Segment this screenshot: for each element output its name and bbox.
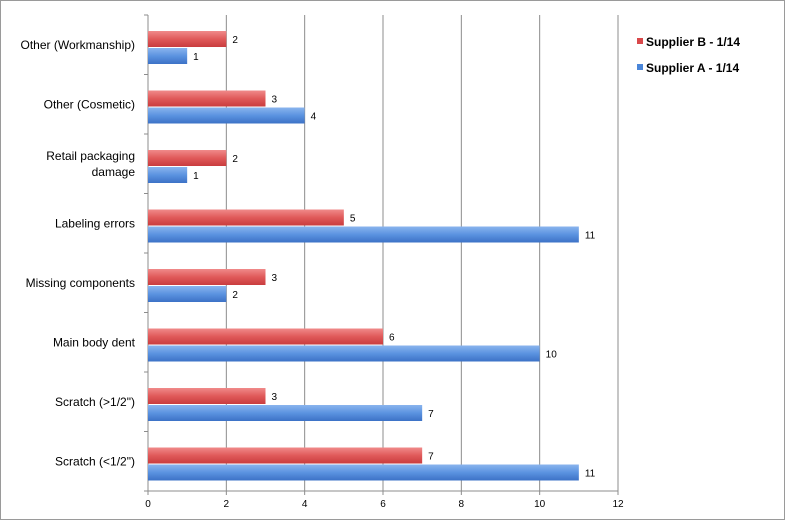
supplier-a-bar	[148, 345, 540, 362]
supplier-b-bar	[148, 90, 266, 107]
supplier-b-bar	[148, 269, 266, 285]
supplier-a-bar	[148, 286, 227, 302]
data-label: 11	[585, 231, 596, 242]
category-label: Other (Cosmetic)	[44, 97, 135, 111]
category-label: Other (Workmanship)	[21, 38, 135, 52]
data-label: 2	[232, 154, 238, 165]
supplier-a-bar	[148, 107, 305, 124]
legend-swatch	[637, 38, 643, 44]
data-label: 3	[272, 273, 278, 284]
data-label: 5	[350, 214, 356, 225]
data-label: 7	[428, 452, 434, 463]
category-label: Labeling errors	[55, 216, 135, 230]
x-tick-label: 10	[534, 499, 546, 510]
data-label: 7	[428, 409, 434, 420]
category-label: Retail packaging damage	[46, 149, 135, 179]
supplier-b-bar	[148, 447, 423, 464]
supplier-a-bar	[148, 464, 579, 481]
x-tick-label: 8	[459, 499, 465, 510]
x-tick-label: 0	[145, 499, 151, 510]
data-label: 6	[389, 333, 395, 344]
x-tick-label: 6	[380, 499, 386, 510]
legend-swatch	[637, 64, 643, 70]
supplier-b-bar	[148, 388, 266, 404]
x-tick-label: 12	[612, 499, 624, 510]
supplier-a-bar	[148, 226, 579, 243]
data-label: 2	[232, 290, 238, 301]
data-label: 2	[232, 35, 238, 46]
supplier-a-bar	[148, 48, 188, 64]
supplier-b-bar	[148, 31, 227, 47]
supplier-a-bar	[148, 167, 188, 183]
x-tick-label: 4	[302, 499, 308, 510]
supplier-b-bar	[148, 328, 383, 345]
data-label: 3	[272, 392, 278, 403]
data-label: 11	[585, 469, 596, 480]
data-label: 4	[311, 112, 317, 123]
data-label: 1	[193, 171, 199, 182]
supplier-b-bar	[148, 150, 227, 166]
category-label: Missing components	[26, 276, 135, 290]
category-label: Main body dent	[53, 335, 136, 349]
data-label: 1	[193, 52, 199, 63]
x-tick-label: 2	[224, 499, 230, 510]
supplier-a-bar	[148, 405, 423, 421]
category-label: Scratch (>1/2")	[55, 395, 135, 409]
data-label: 3	[272, 95, 278, 106]
category-label: Scratch (<1/2")	[55, 454, 135, 468]
data-label: 10	[546, 350, 558, 361]
legend-label: Supplier B - 1/14	[646, 35, 740, 49]
legend-label: Supplier A - 1/14	[646, 61, 739, 75]
supplier-b-bar	[148, 209, 344, 226]
